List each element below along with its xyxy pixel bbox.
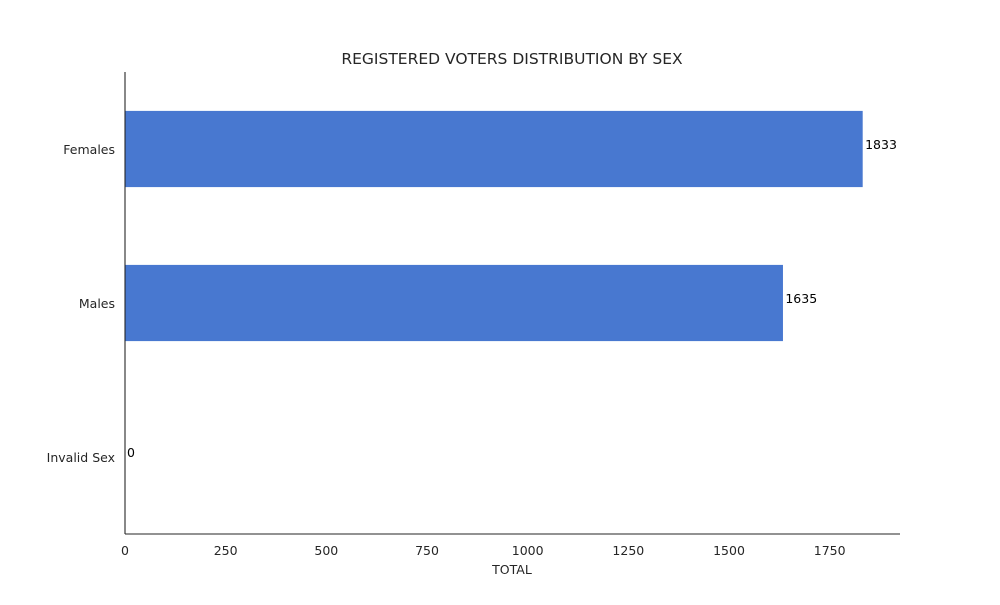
y-tick-label-females: Females <box>63 142 115 157</box>
y-axis: Females Males Invalid Sex <box>47 72 126 534</box>
bar-males <box>124 264 784 342</box>
x-tick-label: 750 <box>415 543 439 558</box>
y-tick-label-males: Males <box>79 296 115 311</box>
data-label-females: 1833 <box>865 137 897 152</box>
data-labels-layer: 1833 1635 0 <box>127 137 897 460</box>
x-tick-label: 1250 <box>612 543 644 558</box>
x-tick-label: 1500 <box>713 543 745 558</box>
y-tick-label-invalid-sex: Invalid Sex <box>47 450 115 465</box>
x-tick-label: 1000 <box>512 543 544 558</box>
data-label-invalid-sex: 0 <box>127 445 135 460</box>
x-tick-label: 250 <box>214 543 238 558</box>
x-axis-label: TOTAL <box>491 562 532 577</box>
chart-title: REGISTERED VOTERS DISTRIBUTION BY SEX <box>341 50 683 68</box>
bar-females <box>124 110 864 188</box>
x-tick-label: 0 <box>121 543 129 558</box>
x-tick-label: 500 <box>314 543 338 558</box>
x-axis: 0 250 500 750 1000 1250 1500 1750 <box>121 533 900 558</box>
data-label-males: 1635 <box>785 291 817 306</box>
x-tick-label: 1750 <box>814 543 846 558</box>
bars-layer <box>124 110 864 342</box>
